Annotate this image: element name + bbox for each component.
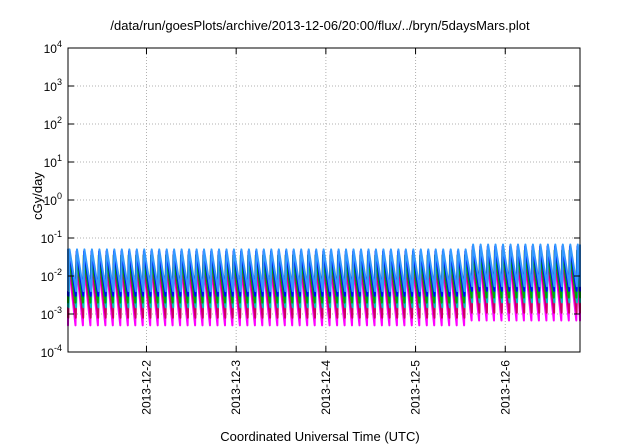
grid-lines <box>68 48 580 352</box>
series-line <box>67 243 581 293</box>
y-tick-label: 102 <box>44 115 62 132</box>
y-tick-label: 103 <box>44 77 62 94</box>
series-layer <box>67 243 581 327</box>
x-tick-label: 2013-12-3 <box>229 360 243 415</box>
y-tick-label: 10-4 <box>41 343 62 360</box>
tick-layer: 10-4 10-3 10-2 10-1 100 101 102 103 104 2013-12-2… <box>41 39 580 415</box>
y-tick-label: 101 <box>44 153 62 170</box>
x-tick-label: 2013-12-6 <box>498 360 512 415</box>
x-tick-label: 2013-12-2 <box>139 360 153 415</box>
y-tick-label: 104 <box>44 39 62 56</box>
x-tick-label: 2013-12-5 <box>409 360 423 415</box>
y-tick-label: 100 <box>44 191 62 208</box>
chart-title: /data/run/goesPlots/archive/2013-12-06/2… <box>110 18 530 33</box>
y-tick-label: 10-1 <box>41 229 62 246</box>
y-tick-label: 10-2 <box>41 267 62 284</box>
y-tick-label: 10-3 <box>41 305 62 322</box>
x-tick-label: 2013-12-4 <box>319 360 333 415</box>
x-axis-label: Coordinated Universal Time (UTC) <box>220 429 420 444</box>
